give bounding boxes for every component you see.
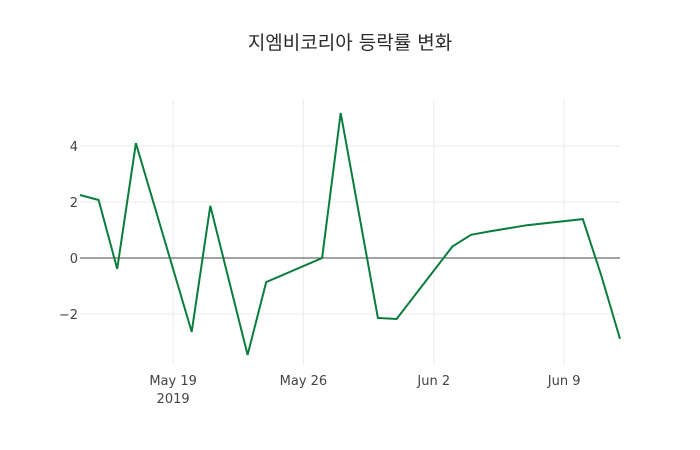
x-axis-tick-labels: May 19 2019 May 26 Jun 2 Jun 9 [149, 374, 580, 407]
x-tick-label: Jun 9 [547, 374, 581, 389]
y-tick-label: 0 [70, 252, 78, 267]
y-tick-label: −2 [59, 308, 78, 323]
x-gridlines [172, 100, 565, 365]
y-gridlines [80, 145, 620, 315]
x-tick-label: Jun 2 [416, 374, 450, 389]
y-tick-label: 4 [70, 140, 78, 155]
chart-title: 지엠비코리아 등락률 변화 [247, 32, 453, 54]
x-tick-label: May 26 [280, 374, 328, 389]
x-tick-year-label: 2019 [157, 392, 190, 407]
series-line [79, 112, 621, 356]
y-tick-label: 2 [70, 196, 78, 211]
y-axis-tick-labels: 4 2 0 −2 [59, 140, 78, 323]
x-tick-label: May 19 [149, 374, 197, 389]
